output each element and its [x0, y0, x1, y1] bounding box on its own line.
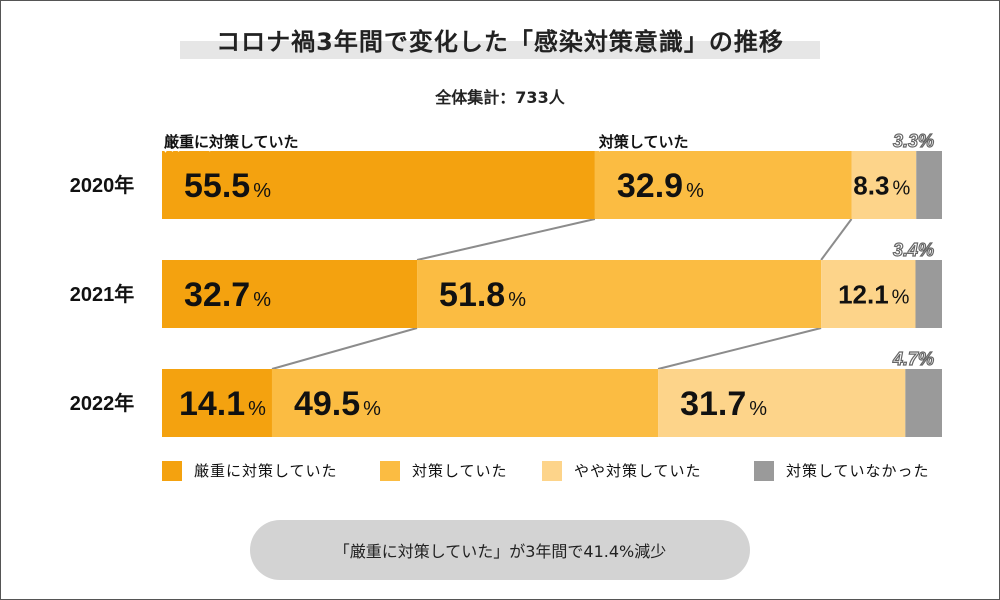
connector-line-1-1 [657, 327, 822, 370]
value-label-some-1: 51.8% [439, 276, 526, 314]
legend: 厳重に対策していた 対策していた やや対策していた 対策していなかった [162, 460, 962, 484]
chart-subtitle: 全体集計：733人 [435, 88, 565, 107]
chart-title: コロナ禍3年間で変化した「感染対策意識」の推移 [216, 28, 784, 56]
connector-line-0-1 [820, 218, 853, 261]
bar-none-2 [905, 369, 942, 437]
value-label-none-2: 4.7% [892, 349, 934, 369]
percent-sign: % [749, 398, 767, 420]
legend-item-some: 対策していた [380, 460, 508, 481]
legend-item-slight: やや対策していた [542, 460, 702, 481]
percent-sign: % [892, 177, 910, 199]
bar-strict-1 [162, 260, 418, 328]
legend-item-strict: 厳重に対策していた [162, 460, 338, 481]
bar-none-0 [916, 151, 942, 219]
bar-some-1 [417, 260, 822, 328]
bar-some-0 [594, 151, 852, 219]
legend-swatch-strict [162, 460, 182, 481]
bar-none-1 [915, 260, 942, 328]
percent-sign: % [253, 180, 271, 202]
title-underline [180, 41, 820, 59]
legend-swatch-some [380, 460, 400, 481]
bar-some-2 [271, 369, 659, 437]
percent-sign: % [686, 180, 704, 202]
percent-sign: % [363, 398, 381, 420]
bar-category-label-strict: 厳重に対策していた [164, 133, 299, 151]
value-label-none-1: 3.4% [893, 240, 934, 260]
legend-label-strict: 厳重に対策していた [194, 462, 338, 480]
legend-item-none: 対策していなかった [754, 460, 930, 481]
summary-note: 「厳重に対策していた」が3年間で41.4%減少 [250, 520, 750, 580]
bar-category-label-some: 対策していた [598, 133, 689, 151]
year-label-0: 2020年 [70, 173, 135, 197]
connector-line-1-0 [271, 327, 418, 370]
percent-sign: % [253, 289, 271, 311]
legend-swatch-slight [542, 460, 562, 481]
bar-slight-1 [821, 260, 916, 328]
year-label-2: 2022年 [70, 391, 135, 415]
connector-line-0-0 [416, 218, 596, 261]
bar-strict-0 [162, 151, 595, 219]
percent-sign: % [508, 289, 526, 311]
bar-slight-2 [658, 369, 906, 437]
percent-sign: % [892, 286, 910, 308]
legend-label-none: 対策していなかった [786, 462, 930, 480]
bar-slight-0 [851, 151, 917, 219]
year-label-1: 2021年 [70, 282, 135, 306]
legend-label-slight: やや対策していた [574, 462, 702, 480]
legend-swatch-none [754, 460, 774, 481]
legend-label-some: 対策していた [412, 462, 508, 480]
percent-sign: % [248, 398, 266, 420]
bar-strict-2 [162, 369, 272, 437]
value-label-none-0: 3.3% [893, 131, 934, 151]
